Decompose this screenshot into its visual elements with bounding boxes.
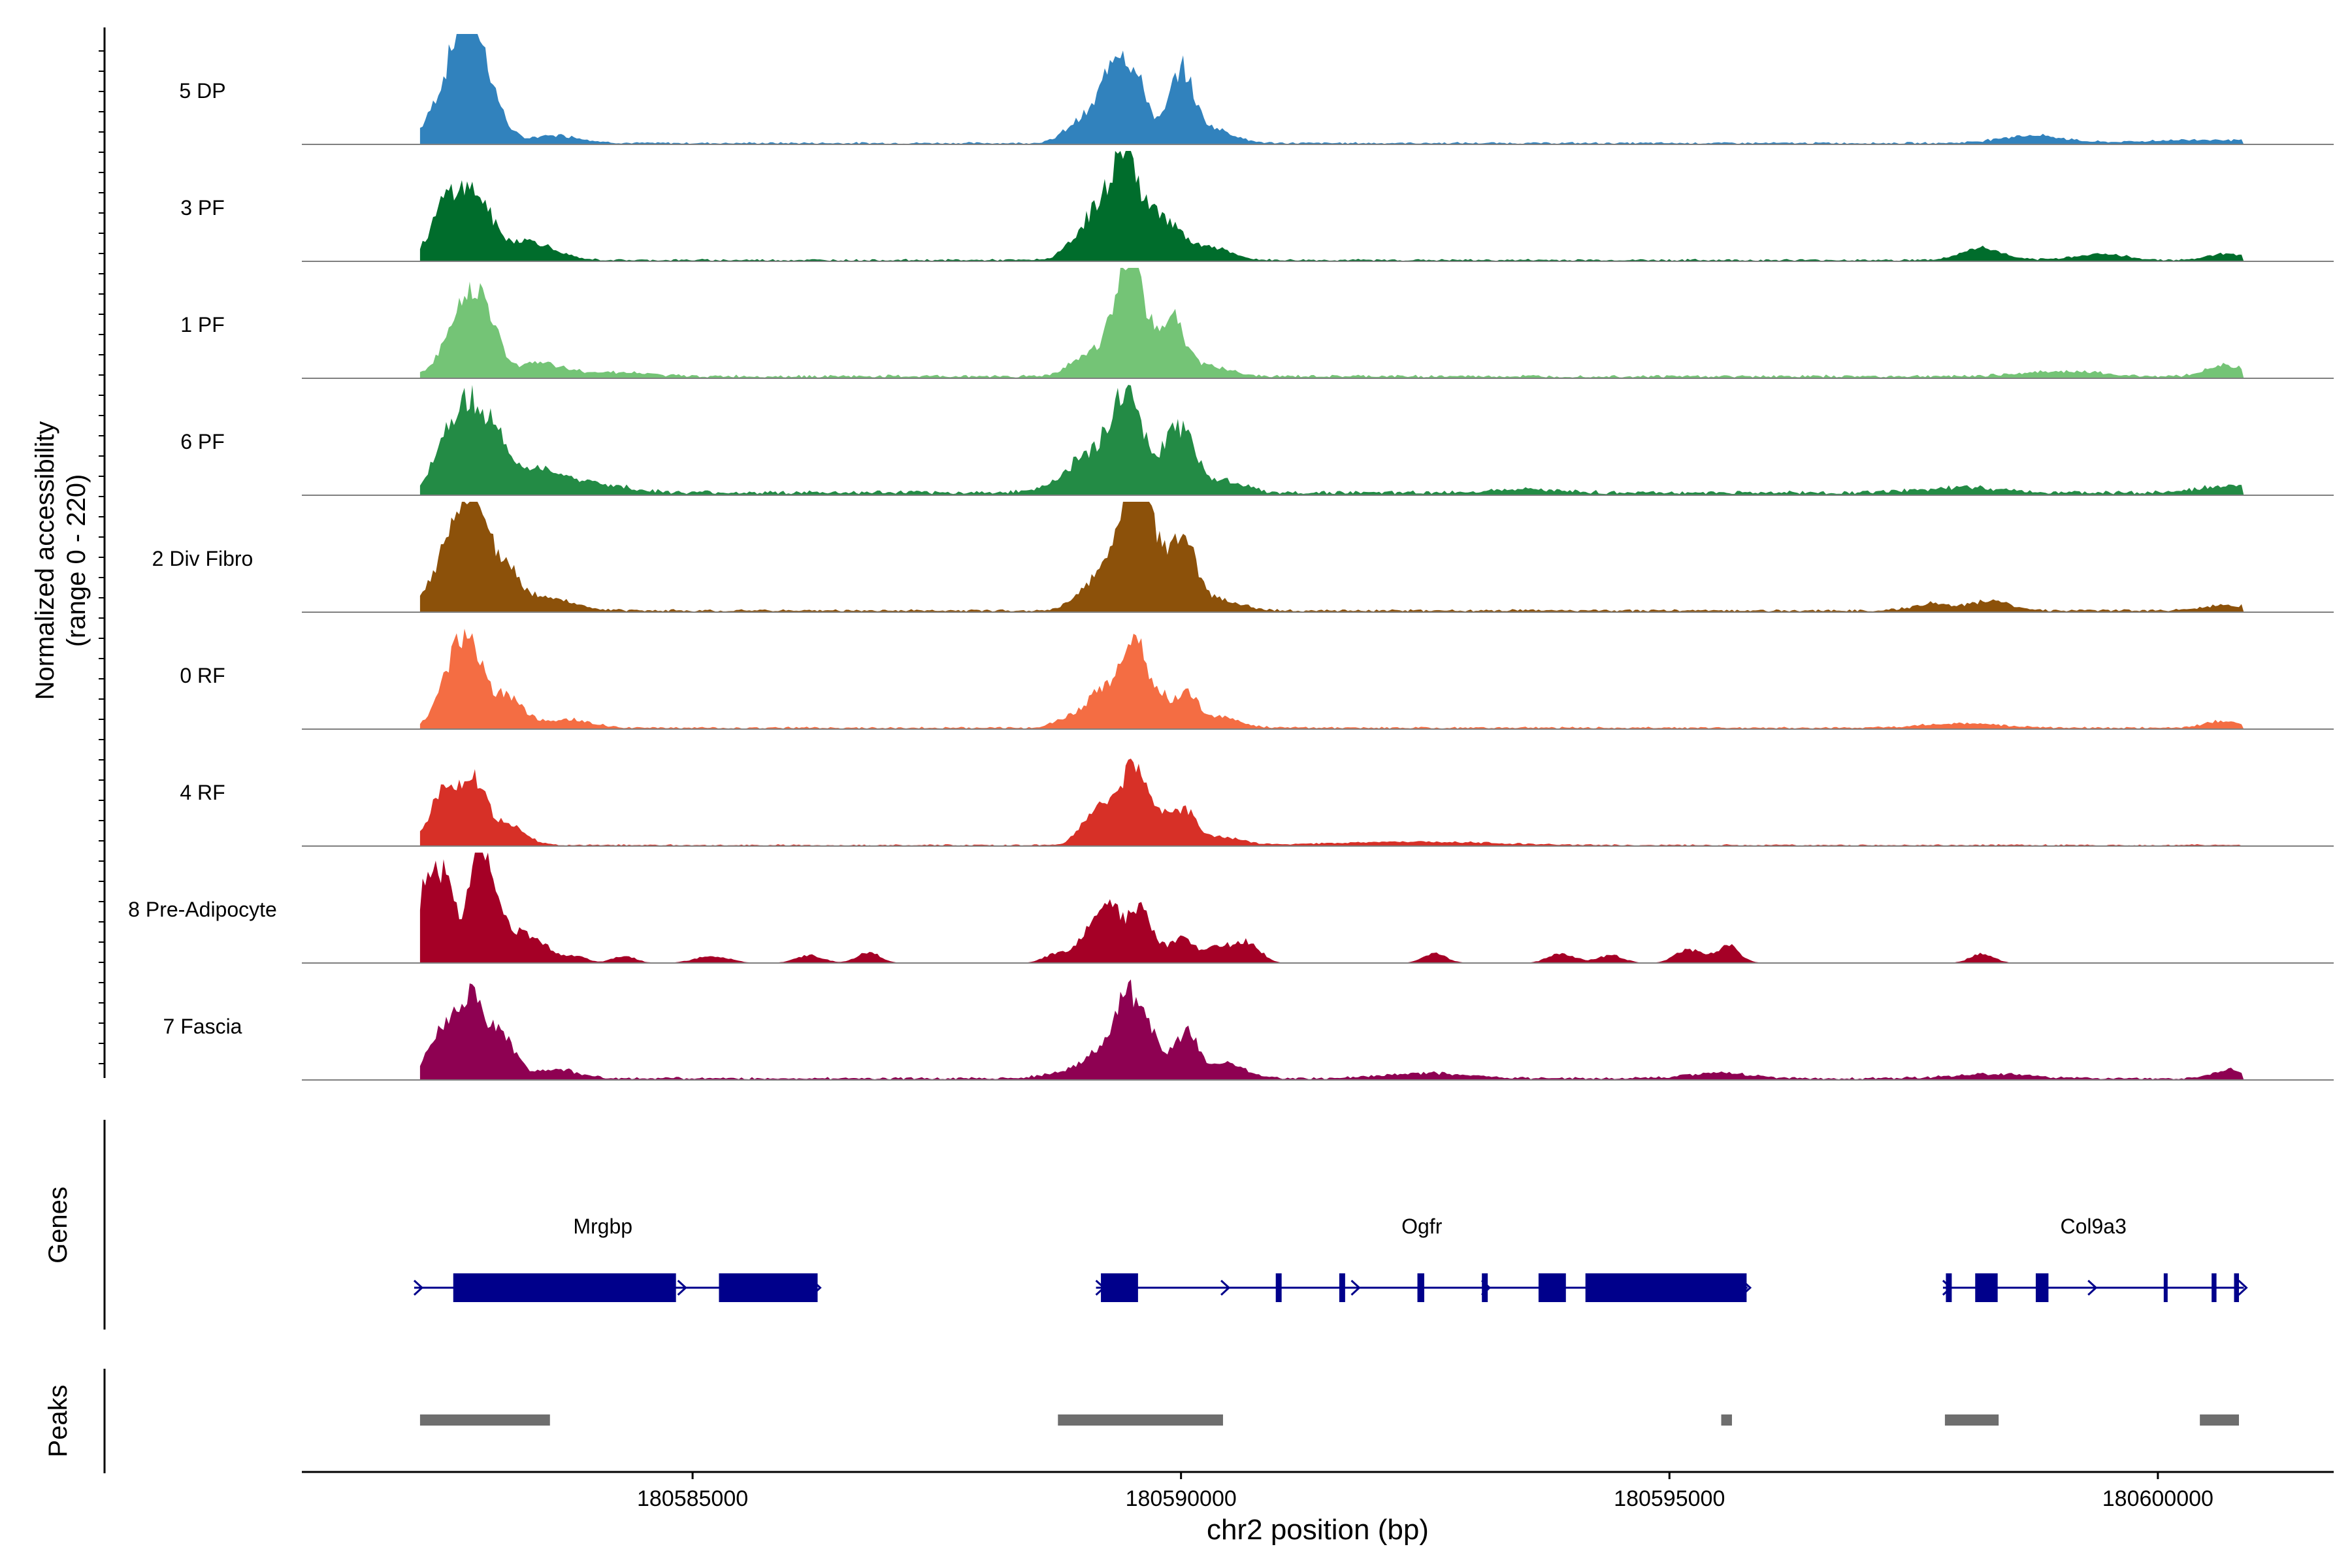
- gene-name-label: Mrgbp: [573, 1215, 632, 1238]
- strand-arrow: [1220, 1279, 1231, 1296]
- track-label: 4 RF: [180, 781, 225, 804]
- exon: [1585, 1273, 1747, 1302]
- x-tick-label: 180595000: [1614, 1486, 1725, 1511]
- exon: [1538, 1273, 1566, 1302]
- y-axis-label: Normalized accessibility: [31, 421, 59, 700]
- track-label: 5 DP: [179, 79, 225, 103]
- exon: [1482, 1273, 1488, 1302]
- track-8-pre-adipocyte: 8 Pre-Adipocyte: [128, 853, 2334, 964]
- track-label: 6 PF: [180, 430, 225, 453]
- coverage-y-axis: [99, 27, 106, 1078]
- x-tick-label: 180600000: [2102, 1486, 2213, 1511]
- track-label: 3 PF: [180, 196, 225, 220]
- exon: [1275, 1273, 1282, 1302]
- y-axis-range-label: (range 0 - 220): [62, 474, 91, 647]
- strand-arrow: [413, 1279, 424, 1296]
- track-label: 8 Pre-Adipocyte: [128, 898, 277, 921]
- track-label: 0 RF: [180, 664, 225, 687]
- x-axis-label: chr2 position (bp): [1207, 1514, 1429, 1546]
- track-label: 7 Fascia: [163, 1015, 242, 1038]
- x-tick-label: 180590000: [1126, 1486, 1237, 1511]
- exon: [2234, 1273, 2239, 1302]
- peak-region: [1721, 1414, 1732, 1426]
- exon: [1975, 1273, 1998, 1302]
- gene-ogfr: Ogfr: [1095, 1215, 1752, 1302]
- track-5-dp: 5 DP: [179, 34, 2334, 145]
- genes-panel-label: Genes: [44, 1186, 73, 1264]
- peak-region: [1944, 1414, 1999, 1426]
- track-7-fascia: 7 Fascia: [163, 979, 2334, 1081]
- x-axis-ticks: 180585000 180590000 180595000 180600000: [637, 1472, 2213, 1511]
- exon: [1339, 1273, 1345, 1302]
- track-0-rf: 0 RF: [180, 629, 2334, 730]
- exon: [1101, 1273, 1138, 1302]
- exon: [719, 1273, 818, 1302]
- gene-name-label: Ogfr: [1401, 1215, 1443, 1238]
- strand-arrow: [1350, 1279, 1361, 1296]
- exon: [1417, 1273, 1424, 1302]
- strand-arrow: [2238, 1279, 2248, 1296]
- gene-name-label: Col9a3: [2060, 1215, 2126, 1238]
- peak-region: [2200, 1414, 2239, 1426]
- strand-arrow: [2087, 1279, 2098, 1296]
- exon: [2212, 1273, 2217, 1302]
- exon: [2163, 1273, 2168, 1302]
- track-label: 1 PF: [180, 313, 225, 336]
- exon: [453, 1273, 676, 1302]
- gene-mrgbp: Mrgbp: [413, 1215, 822, 1302]
- x-tick-label: 180585000: [637, 1486, 748, 1511]
- exon: [1946, 1273, 1952, 1302]
- peak-region: [419, 1414, 550, 1426]
- strand-arrow: [677, 1279, 687, 1296]
- track-4-rf: 4 RF: [180, 759, 2334, 847]
- exon: [2035, 1273, 2049, 1302]
- peak-track: [419, 1414, 2239, 1426]
- track-3-pf: 3 PF: [180, 151, 2334, 262]
- peaks-panel-label: Peaks: [44, 1384, 73, 1457]
- track-label: 2 Div Fibro: [152, 547, 253, 570]
- coverage-tracks: 5 DP 3 PF 1 PF 6 PF 2 Div Fibro 0 RF 4 RF 8 Pre…: [128, 34, 2334, 1081]
- peak-region: [1058, 1414, 1223, 1426]
- track-6-pf: 6 PF: [180, 385, 2334, 496]
- gene-track: Mrgbp Ogfr Col9a3: [413, 1215, 2248, 1302]
- track-2-div-fibro: 2 Div Fibro: [152, 502, 2334, 613]
- track-1-pf: 1 PF: [180, 268, 2334, 379]
- gene-col9a3: Col9a3: [1942, 1215, 2248, 1302]
